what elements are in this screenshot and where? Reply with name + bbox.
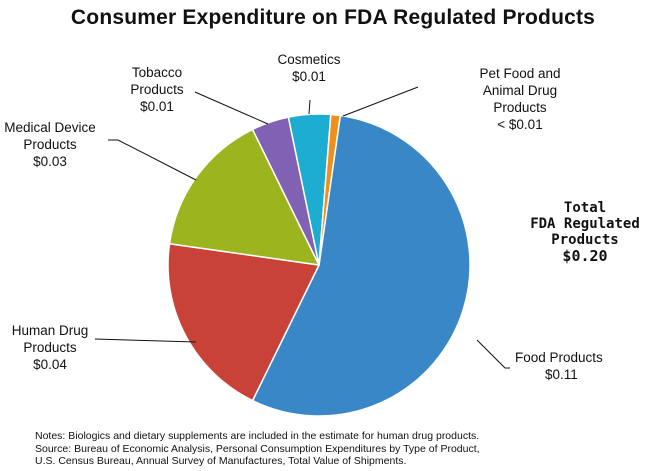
slice-pet-food-animal-drug-products (318, 113, 342, 266)
notes-line-2: Source: Bureau of Economic Analysis, Per… (35, 442, 480, 455)
leader-line-cosmetics (308, 99, 311, 115)
total-label-line-1: Total (563, 200, 607, 216)
total-label-line-2: FDA Regulated (530, 216, 640, 232)
slice-name-label: Human Drug (12, 323, 89, 338)
leader-line-human-drug-products (94, 338, 197, 343)
slice-value-label: $0.04 (33, 357, 67, 372)
label-pet-food-animal-drug-products: Pet Food and Animal Drug Products < $0.01 (479, 66, 560, 132)
leader-line-medical-device-products (108, 139, 197, 181)
label-tobacco-products: Tobacco Products $0.01 (130, 65, 184, 114)
label-food-products: Food Products $0.11 (515, 350, 603, 382)
slice-value-label: $0.01 (292, 69, 326, 84)
slice-name-label: Products (23, 340, 77, 355)
slice-value-label: $0.03 (33, 154, 67, 169)
slice-name-label: Products (130, 82, 184, 97)
leader-line-pet-food-animal-drug-products (342, 86, 419, 117)
notes: Notes: Biologics and dietary supplements… (35, 430, 655, 468)
total-callout: Total FDA Regulated Products $0.20 (520, 200, 650, 264)
slice-value-label: $0.11 (545, 367, 578, 382)
slice-name-label: Medical Device (4, 120, 96, 135)
slice-value-label: $0.01 (140, 99, 174, 114)
leader-line-tobacco-products (194, 91, 269, 125)
label-cosmetics: Cosmetics $0.01 (277, 52, 340, 84)
slice-human-drug-products (167, 242, 321, 402)
slice-value-label: < $0.01 (497, 117, 542, 132)
slice-name-label: Products (493, 100, 547, 115)
notes-line-3: U.S. Census Bureau, Annual Survey of Man… (35, 455, 407, 467)
total-label-line-3: Products (551, 232, 619, 248)
chart-title: Consumer Expenditure on FDA Regulated Pr… (70, 6, 596, 29)
label-human-drug-products: Human Drug Products $0.04 (12, 323, 89, 372)
slice-name-label: Food Products (515, 350, 603, 365)
slice-food-products (251, 114, 471, 417)
notes-line-1: Notes: Biologics and dietary supplements… (35, 430, 480, 442)
slice-medical-device-products (168, 128, 321, 266)
slice-name-label: Animal Drug (483, 83, 557, 98)
label-medical-device-products: Medical Device Products $0.03 (4, 120, 96, 169)
slice-name-label: Pet Food and (479, 66, 560, 81)
slice-name-label: Products (23, 137, 77, 152)
total-value: $0.20 (562, 247, 608, 265)
slice-name-label: Tobacco (132, 65, 182, 80)
slice-name-label: Cosmetics (277, 52, 340, 67)
leader-line-food-products (476, 339, 510, 369)
